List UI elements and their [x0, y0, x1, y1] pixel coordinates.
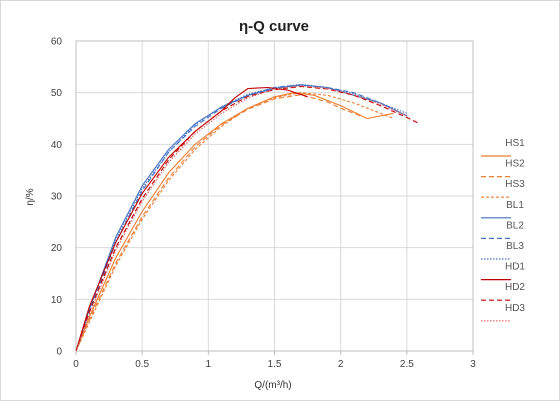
series-line-hd1	[75, 86, 308, 352]
x-tick-label: 1.5	[268, 359, 282, 370]
series-line-bl3	[75, 83, 407, 352]
x-tick-label: 1	[206, 359, 212, 370]
y-tick-label: 20	[51, 243, 63, 254]
y-tick-label: 30	[51, 192, 63, 203]
legend-label: HS2	[505, 159, 525, 170]
x-axis-ticks: 0 0.5 1 1.5 2 2.5 3	[73, 351, 476, 370]
legend-label: HS1	[505, 138, 525, 149]
legend-label: HD3	[505, 303, 525, 314]
legend-label: HS3	[505, 179, 525, 190]
x-tick-label: 3	[470, 359, 476, 370]
x-axis-label: Q/(m³/h)	[254, 380, 291, 391]
x-tick-label: 2	[338, 359, 344, 370]
x-tick-label: 0.5	[135, 359, 149, 370]
series-line-hs3	[75, 92, 394, 352]
y-tick-label: 60	[51, 37, 63, 48]
legend-label: BL2	[506, 220, 524, 231]
series-line-hs1	[75, 92, 394, 352]
y-axis-label: η/%	[25, 188, 36, 205]
series-line-hd2	[75, 85, 418, 352]
series-line-hd3	[75, 85, 408, 352]
x-tick-label: 0	[73, 359, 79, 370]
series-lines	[75, 83, 418, 352]
y-tick-label: 50	[51, 88, 63, 99]
y-tick-label: 10	[51, 295, 63, 306]
y-tick-label: 40	[51, 140, 63, 151]
x-tick-label: 2.5	[400, 359, 414, 370]
legend: HS1 HS2 HS3 BL1 BL2 BL3 HD1 HD2 HD3	[481, 138, 525, 322]
legend-label: HD1	[505, 262, 525, 273]
y-tick-label: 0	[56, 347, 62, 358]
legend-label: HD2	[505, 282, 525, 293]
series-line-hs2	[75, 94, 361, 352]
legend-label: BL3	[506, 241, 524, 252]
chart-title: η-Q curve	[239, 18, 309, 35]
series-line-bl2	[75, 84, 408, 352]
legend-label: BL1	[506, 200, 524, 211]
series-line-bl1	[75, 84, 408, 352]
y-axis-ticks: 0 10 20 30 40 50 60	[51, 37, 63, 358]
